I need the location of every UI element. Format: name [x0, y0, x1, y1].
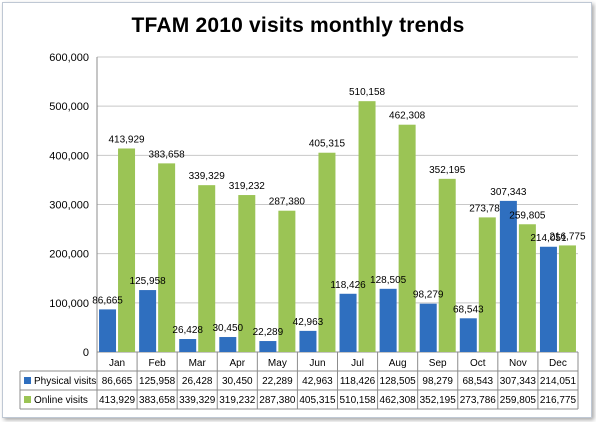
table-cell-value: 98,279: [422, 376, 453, 387]
legend-key: [24, 396, 31, 403]
data-label-online-visits: 510,158: [349, 87, 386, 98]
bar-online-visits: [158, 163, 176, 352]
bar-physical-visits: [339, 293, 357, 352]
x-tick-label: Oct: [470, 358, 486, 369]
bar-online-visits: [118, 148, 136, 352]
table-cell-value: 259,805: [500, 395, 537, 406]
data-label-physical-visits: 118,426: [330, 280, 366, 291]
table-cell-value: 319,232: [219, 395, 256, 406]
data-label-physical-visits: 68,543: [453, 304, 484, 315]
y-tick-label: 600,000: [49, 52, 89, 64]
data-label-online-visits: 383,658: [149, 149, 186, 160]
bar-online-visits: [558, 245, 576, 352]
x-tick-label: Feb: [149, 358, 167, 369]
x-tick-label: Mar: [189, 358, 207, 369]
bar-physical-visits: [499, 200, 517, 352]
table-cell-value: 273,786: [460, 395, 497, 406]
data-label-online-visits: 339,329: [189, 171, 226, 182]
table-cell-value: 128,505: [380, 376, 417, 387]
data-label-online-visits: 216,775: [549, 231, 586, 242]
bar-online-visits: [238, 195, 256, 352]
x-tick-label: Aug: [389, 358, 407, 369]
y-tick-label: 400,000: [49, 150, 89, 162]
data-label-physical-visits: 22,289: [253, 327, 284, 338]
data-label-online-visits: 273,786: [469, 203, 506, 214]
x-tick-label: Nov: [509, 358, 527, 369]
table-cell-value: 339,329: [179, 395, 216, 406]
data-label-physical-visits: 26,428: [172, 325, 203, 336]
bar-online-visits: [398, 124, 416, 352]
table-cell-value: 307,343: [500, 376, 537, 387]
x-tick-label: Apr: [230, 358, 246, 369]
bar-online-visits: [278, 210, 296, 352]
data-label-physical-visits: 30,450: [212, 323, 243, 334]
bar-online-visits: [518, 224, 536, 352]
data-label-physical-visits: 42,963: [293, 317, 324, 328]
chart-title: TFAM 2010 visits monthly trends: [131, 14, 465, 37]
bar-physical-visits: [179, 339, 197, 352]
data-label-online-visits: 259,805: [509, 210, 546, 221]
bar-physical-visits: [139, 290, 157, 352]
y-tick-label: 500,000: [49, 101, 89, 113]
bar-online-visits: [318, 152, 336, 352]
table-cell-value: 68,543: [462, 376, 493, 387]
x-tick-label: Dec: [549, 358, 567, 369]
bar-physical-visits: [459, 318, 477, 352]
data-label-online-visits: 405,315: [309, 139, 346, 150]
bar-online-visits: [478, 217, 496, 352]
x-tick-label: Jan: [109, 358, 125, 369]
bar-physical-visits: [219, 337, 237, 352]
data-label-online-visits: 319,232: [229, 181, 266, 192]
x-tick-label: Jul: [351, 358, 364, 369]
legend-label: Physical visits: [34, 376, 96, 387]
y-tick-label: 300,000: [49, 200, 89, 212]
y-tick-label: 200,000: [49, 249, 89, 261]
bar-physical-visits: [539, 246, 557, 352]
data-label-online-visits: 352,195: [429, 165, 466, 176]
data-label-physical-visits: 125,958: [130, 276, 167, 287]
table-cell-value: 462,308: [380, 395, 417, 406]
bar-physical-visits: [419, 303, 437, 352]
data-label-online-visits: 413,929: [108, 134, 145, 145]
data-label-physical-visits: 86,665: [92, 295, 123, 306]
table-cell-value: 26,428: [182, 376, 213, 387]
data-label-physical-visits: 128,505: [370, 275, 407, 286]
table-cell-value: 405,315: [299, 395, 336, 406]
x-tick-label: Jun: [309, 358, 325, 369]
table-cell-value: 214,051: [540, 376, 577, 387]
data-label-physical-visits: 307,343: [490, 187, 527, 198]
data-label-online-visits: 287,380: [269, 197, 306, 208]
data-label-physical-visits: 214,051: [530, 233, 567, 244]
bar-online-visits: [198, 185, 216, 352]
bar-online-visits: [358, 101, 376, 352]
y-tick-label: 100,000: [49, 298, 89, 310]
table-cell-value: 86,665: [102, 376, 133, 387]
table-cell-value: 510,158: [339, 395, 376, 406]
data-label-online-visits: 462,308: [389, 111, 426, 122]
legend-key: [24, 377, 31, 384]
bar-online-visits: [438, 178, 456, 352]
table-cell-value: 352,195: [420, 395, 457, 406]
bar-physical-visits: [99, 309, 117, 352]
table-cell-value: 287,380: [259, 395, 296, 406]
table-cell-value: 413,929: [99, 395, 136, 406]
table-cell-value: 383,658: [139, 395, 176, 406]
table-cell-value: 118,426: [340, 376, 376, 387]
legend-label: Online visits: [34, 395, 88, 406]
table-cell-value: 125,958: [139, 376, 176, 387]
y-tick-label: 0: [83, 347, 89, 359]
table-cell-value: 42,963: [302, 376, 333, 387]
x-tick-label: May: [268, 358, 287, 369]
bar-physical-visits: [259, 341, 277, 352]
bar-physical-visits: [299, 330, 317, 352]
table-cell-value: 216,775: [540, 395, 577, 406]
table-cell-value: 22,289: [262, 376, 293, 387]
bar-physical-visits: [379, 288, 397, 352]
table-cell-value: 30,450: [222, 376, 253, 387]
x-tick-label: Sep: [429, 358, 447, 369]
data-label-physical-visits: 98,279: [413, 290, 444, 301]
